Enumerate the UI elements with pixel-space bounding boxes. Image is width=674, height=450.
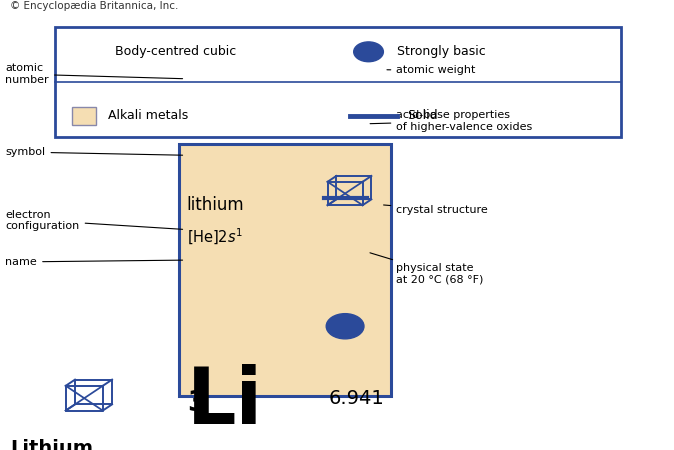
Circle shape (326, 314, 364, 339)
Text: atomic weight: atomic weight (387, 65, 476, 75)
Text: 6.941: 6.941 (328, 389, 384, 408)
FancyBboxPatch shape (179, 144, 391, 396)
Text: Solid: Solid (407, 109, 437, 122)
FancyBboxPatch shape (72, 108, 96, 125)
FancyBboxPatch shape (55, 27, 621, 137)
Text: symbol: symbol (5, 147, 183, 157)
Text: electron
configuration: electron configuration (5, 210, 183, 231)
Text: crystal structure: crystal structure (384, 205, 488, 215)
Text: atomic
number: atomic number (5, 63, 183, 85)
Text: Li: Li (187, 364, 263, 441)
Text: 3: 3 (187, 389, 206, 417)
Text: © Encyclopædia Britannica, Inc.: © Encyclopædia Britannica, Inc. (10, 1, 179, 11)
Text: name: name (5, 257, 183, 267)
Text: [He]2$s^1$: [He]2$s^1$ (187, 227, 243, 248)
Text: Lithium: Lithium (10, 439, 93, 450)
Text: Strongly basic: Strongly basic (397, 45, 485, 58)
Text: Body-centred cubic: Body-centred cubic (115, 45, 236, 58)
Text: acid-base properties
of higher-valence oxides: acid-base properties of higher-valence o… (370, 110, 532, 132)
Text: physical state
at 20 °C (68 °F): physical state at 20 °C (68 °F) (370, 253, 484, 285)
Text: Alkali metals: Alkali metals (108, 109, 188, 122)
Text: lithium: lithium (187, 196, 244, 214)
Circle shape (354, 42, 384, 62)
